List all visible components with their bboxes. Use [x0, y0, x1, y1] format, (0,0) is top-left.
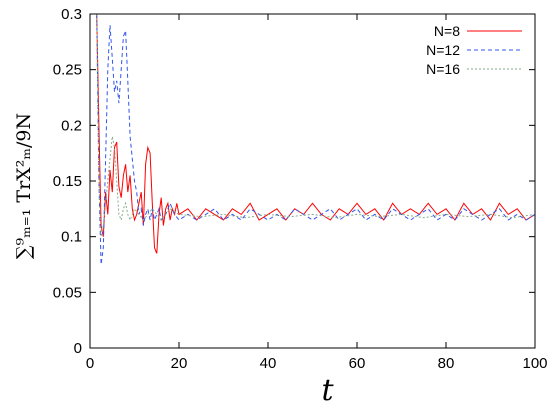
plot-lines [96, 14, 535, 265]
legend-label: N=16 [426, 61, 460, 77]
legend: N=8 N=12 N=16 [426, 23, 522, 77]
y-tick-label: 0.15 [53, 173, 82, 190]
legend-label: N=12 [426, 42, 460, 58]
y-tick-label: 0.3 [61, 6, 82, 23]
y-axis: 0 0.05 0.1 0.15 0.2 0.25 0.3 [53, 6, 535, 357]
series-line-n-16 [96, 14, 535, 237]
series-line-n-8 [96, 14, 535, 254]
plot-frame [89, 13, 536, 349]
series-line-n-12 [96, 14, 535, 265]
x-tick-label: 40 [260, 355, 277, 372]
x-axis: 0 20 40 60 80 100 [86, 14, 548, 372]
y-axis-label: ∑⁹ₘ₌₁ TrX²ₘ/9N [13, 113, 35, 259]
y-tick-label: 0.2 [61, 117, 82, 134]
y-tick-label: 0.25 [53, 62, 82, 79]
x-tick-label: 100 [522, 355, 547, 372]
x-tick-label: 60 [349, 355, 366, 372]
x-tick-label: 80 [438, 355, 455, 372]
x-tick-label: 20 [171, 355, 188, 372]
x-axis-label: t [321, 373, 334, 408]
legend-label: N=8 [434, 23, 460, 39]
y-tick-label: 0 [74, 340, 82, 357]
y-tick-label: 0.1 [61, 229, 82, 246]
x-tick-label: 0 [86, 355, 94, 372]
y-tick-label: 0.05 [53, 284, 82, 301]
